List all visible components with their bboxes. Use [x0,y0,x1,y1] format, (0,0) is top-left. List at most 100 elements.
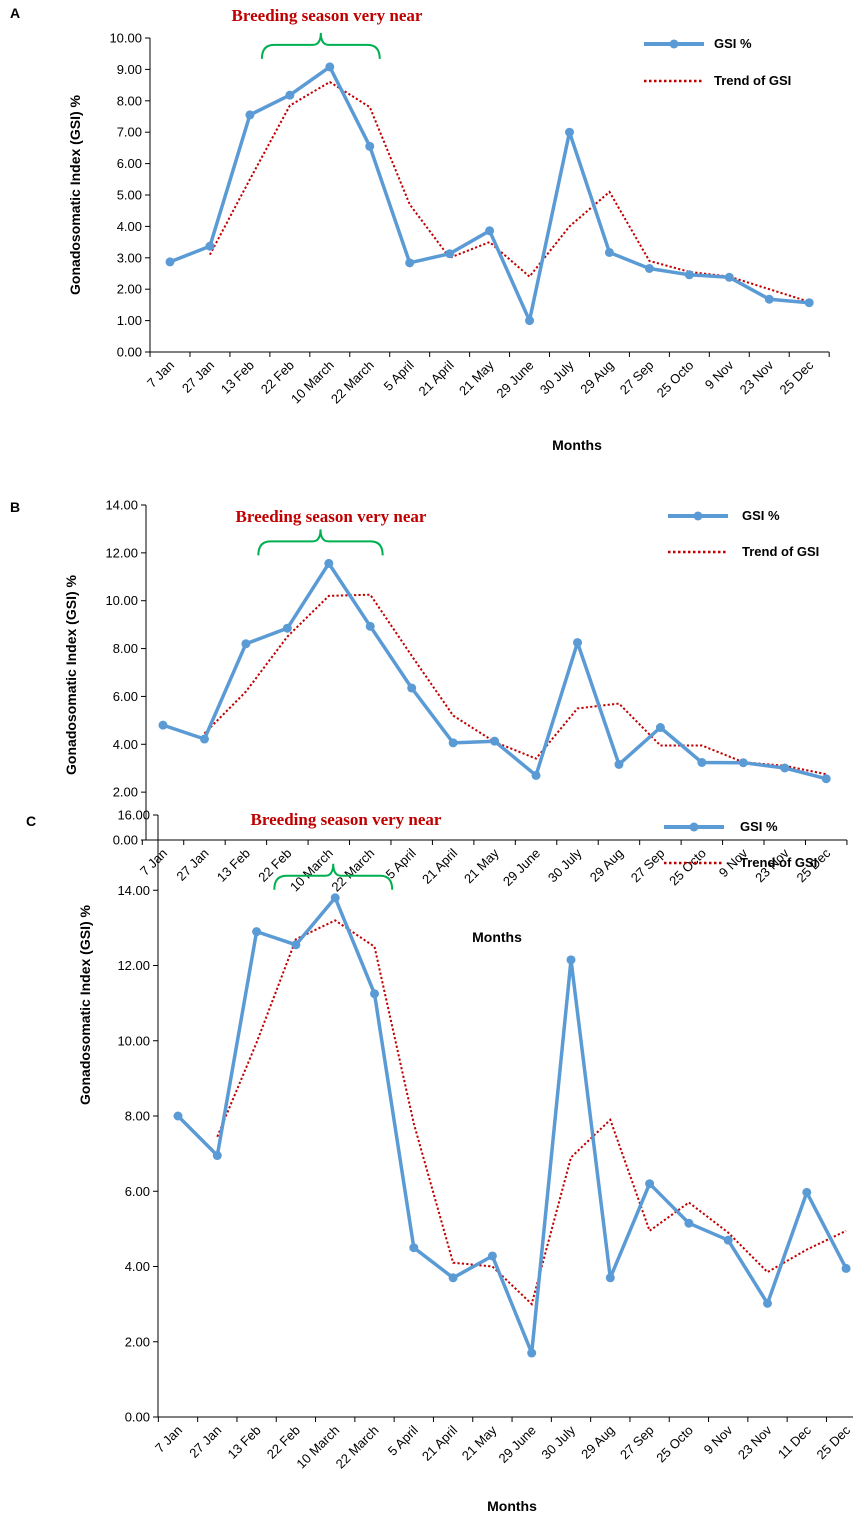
trend-line [203,593,827,776]
x-axis-title: Months [552,437,602,453]
breeding-annotation: Breeding season very near [236,507,427,526]
x-tick-label: 27 Jan [186,1423,224,1461]
gsi-point [531,770,541,780]
x-tick-label: 29 June [496,1423,539,1466]
x-tick-label: 13 Feb [224,1423,263,1462]
legend-trend-label: Trend of GSI [740,855,817,870]
gsi-point [245,110,255,120]
gsi-point [241,639,251,649]
trend-line [216,919,847,1306]
y-tick-label: 0.00 [113,833,138,848]
x-tick-label: 29 Aug [577,358,616,397]
gsi-point [325,62,335,72]
gsi-point [370,989,379,999]
x-tick-label: 21 April [415,357,456,398]
x-tick-label: 22 Feb [258,358,297,397]
gsi-point [841,1263,851,1273]
gsi-point [763,1298,772,1308]
legend: GSI % Trend of GSI [644,36,791,88]
x-tick-label: 25 Dec [813,1422,853,1462]
gsi-point [407,683,417,693]
y-tick-label: 5.00 [117,188,142,203]
y-axis-title: Gonadosomatic Index (GSI) % [67,94,83,294]
y-tick-label: 6.00 [125,1184,150,1199]
gsi-point [684,270,694,280]
gsi-point [405,258,415,268]
x-tick-label: 7 Jan [144,358,177,391]
gsi-point [448,738,458,748]
x-tick-label: 22 March [333,1423,382,1472]
gsi-point [490,736,500,746]
y-tick-label: 10.00 [109,31,142,46]
x-tick-label: 21 April [419,1422,460,1463]
gsi-point [655,723,665,733]
y-tick-label: 2.00 [117,282,142,297]
x-tick-label: 13 Feb [218,358,257,397]
gsi-point [205,241,215,251]
gsi-point [764,294,774,304]
panel-label: B [10,499,20,515]
breeding-brace [257,529,384,556]
y-axis-title: Gonadosomatic Index (GSI) % [77,904,93,1104]
gsi-point [445,249,455,259]
gsi-point [804,298,814,308]
x-tick-label: 7 Jan [137,846,170,879]
x-axis-title: Months [472,929,522,945]
legend-gsi-marker [693,511,703,521]
legend-gsi-marker [669,39,679,49]
y-tick-label: 8.00 [125,1109,150,1124]
y-tick-label: 8.00 [113,641,138,656]
gsi-point [485,226,495,236]
gsi-point [644,263,654,273]
y-tick-label: 14.00 [117,883,150,898]
gsi-point [409,1243,419,1253]
x-tick-label: 30 July [537,357,577,397]
legend-gsi-label: GSI % [742,508,780,523]
gsi-point [605,1273,615,1283]
gsi-point [487,1251,497,1261]
gsi-point [738,758,748,768]
x-tick-label: 27 Sep [617,1423,657,1463]
gsi-point [565,127,574,137]
legend-gsi-label: GSI % [740,819,778,834]
gsi-point [365,141,375,151]
y-tick-label: 4.00 [125,1259,150,1274]
y-tick-label: 9.00 [117,62,142,77]
y-tick-label: 0.00 [117,345,142,360]
x-tick-label: 22 Feb [255,846,294,885]
gsi-point [527,1348,537,1358]
y-tick-label: 6.00 [117,156,142,171]
breeding-brace [260,32,381,59]
x-tick-label: 27 Jan [179,358,217,396]
gsi-point [285,90,295,100]
x-tick-label: 27 Jan [173,846,211,884]
y-tick-label: 16.00 [117,808,150,823]
gsi-point [780,763,790,773]
x-tick-label: 5 April [385,1422,421,1458]
gsi-point [614,759,624,769]
legend-trend-label: Trend of GSI [714,73,791,88]
x-tick-label: 9 Nov [702,357,737,392]
gsi-point [212,1151,222,1161]
panel-label: C [26,813,36,829]
x-tick-label: 5 April [383,845,419,881]
x-tick-label: 29 June [500,846,543,889]
gsi-point [365,621,375,631]
gsi-point [684,1218,694,1228]
gsi-point [802,1187,812,1197]
gsi-point [324,558,334,568]
gsi-line [176,896,848,1355]
x-tick-label: 21 April [419,845,460,886]
y-tick-label: 12.00 [117,958,150,973]
x-tick-label: 23 Nov [735,1422,775,1462]
x-tick-label: 30 July [545,845,585,885]
gsi-point [330,893,340,903]
breeding-annotation: Breeding season very near [232,6,423,25]
y-tick-label: 2.00 [125,1334,150,1349]
chart-panel-b: B Breeding season very near GSI % Trend … [10,498,848,945]
gsi-point [199,734,209,744]
x-tick-label: 22 March [328,358,377,407]
y-tick-label: 10.00 [117,1033,150,1048]
gsi-point [282,623,292,633]
x-tick-label: 25 Dec [777,357,817,397]
